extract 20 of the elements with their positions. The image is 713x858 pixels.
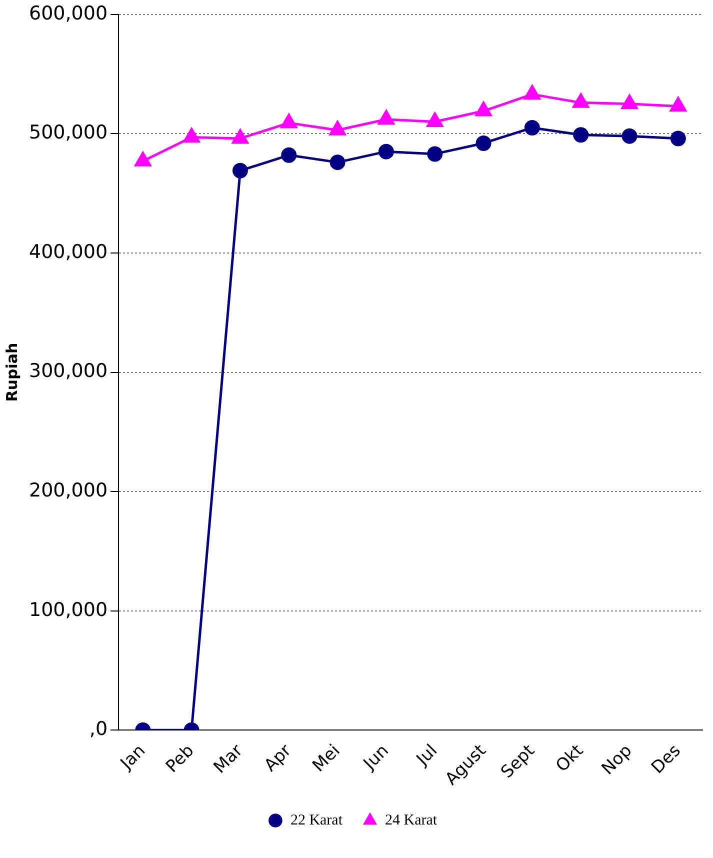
y-tick-label: 600,000: [28, 2, 108, 24]
y-tick-label: 300,000: [28, 360, 108, 382]
x-tick-label: Jun: [359, 740, 393, 774]
y-tick-label: 200,000: [28, 479, 108, 502]
x-tick-label: Des: [648, 740, 685, 778]
x-tick-label: Jul: [412, 740, 442, 770]
y-tick-label: 500,000: [28, 122, 108, 144]
x-tick-label: Okt: [552, 740, 588, 776]
y-tick-label: 400,000: [28, 240, 108, 263]
legend-label: 22 Karat: [290, 812, 344, 828]
x-tick-label: Jan: [116, 740, 150, 774]
y-tick-label: 100,000: [28, 598, 108, 621]
legend-label: 24 Karat: [385, 812, 438, 828]
x-tick-label: Nop: [598, 740, 636, 779]
x-tick-label: Mei: [308, 740, 344, 776]
x-tick-label: Peb: [162, 740, 198, 777]
x-tick-label: Apr: [260, 740, 296, 776]
y-axis-title: Rupiah: [2, 342, 21, 402]
x-tick-label: Mar: [210, 740, 247, 778]
y-tick-label: ,0: [89, 718, 108, 740]
